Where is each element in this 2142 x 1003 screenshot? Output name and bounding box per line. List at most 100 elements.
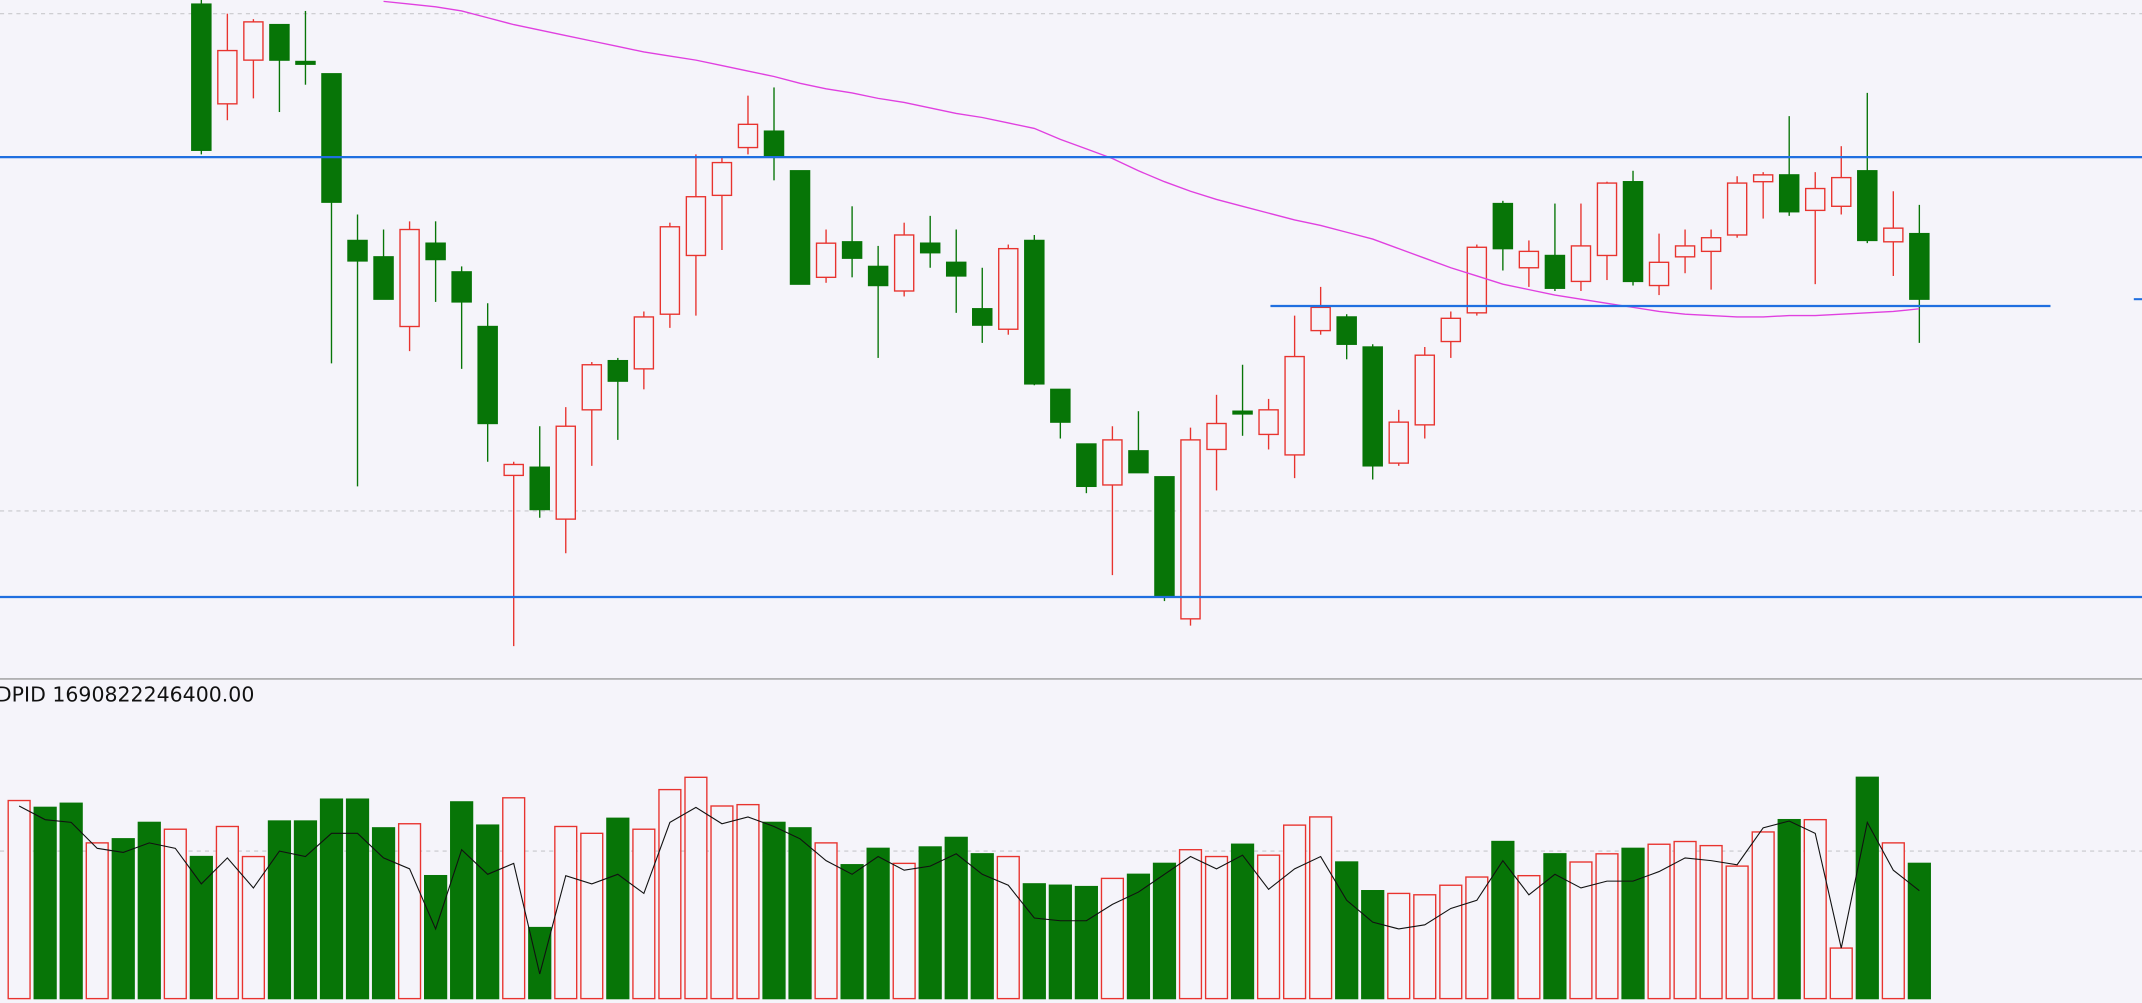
- candle-body: [399, 228, 420, 328]
- volume-bar: [59, 802, 83, 1000]
- volume-bar: [944, 836, 968, 1000]
- volume-bar: [111, 838, 135, 1000]
- candle-body: [1622, 181, 1644, 283]
- volume-bar: [1361, 890, 1385, 1000]
- volume-bar: [33, 806, 57, 1000]
- candle-body: [815, 242, 837, 279]
- candle-body: [1492, 202, 1514, 250]
- candle-body: [659, 226, 681, 315]
- volume-bar: [710, 805, 734, 1000]
- volume-bar: [658, 788, 682, 1000]
- candle-body: [1570, 245, 1592, 283]
- candle-body: [1674, 245, 1696, 258]
- volume-bar: [1595, 853, 1619, 1000]
- volume-bar: [1543, 853, 1567, 1000]
- volume-bar: [762, 821, 786, 1000]
- volume-bar: [1803, 818, 1827, 1000]
- candle-body: [1518, 250, 1540, 269]
- volume-bar: [1439, 884, 1463, 1000]
- volume-bar: [1751, 831, 1775, 1000]
- candle-body: [347, 239, 368, 262]
- volume-bar: [814, 842, 838, 1000]
- candle-body: [1440, 317, 1462, 343]
- volume-bar: [424, 874, 448, 1000]
- candle-body: [763, 130, 785, 157]
- volume-bar: [1673, 840, 1697, 1000]
- candle-body: [503, 463, 524, 477]
- volume-bar: [371, 827, 396, 1000]
- candle-body: [1076, 443, 1097, 488]
- candle-body: [373, 256, 394, 300]
- volume-bar: [267, 820, 292, 1000]
- volume-bar: [85, 842, 109, 1000]
- volume-bar: [1647, 843, 1671, 1000]
- volume-bar: [1335, 861, 1359, 1000]
- volume-bar: [476, 824, 500, 1000]
- candle-body: [1050, 388, 1071, 423]
- volume-bar: [1283, 824, 1307, 1000]
- volume-bar: [319, 798, 344, 1000]
- volume-bar: [580, 832, 604, 1000]
- candle-body: [1804, 187, 1826, 212]
- volume-bar: [1569, 861, 1593, 1000]
- candle-body: [1700, 237, 1722, 253]
- candle-body: [1362, 346, 1383, 467]
- candle-body: [1414, 354, 1436, 426]
- candle-body: [1102, 439, 1123, 486]
- volume-bar: [137, 821, 161, 1000]
- volume-bar: [684, 776, 708, 1000]
- candle-body: [477, 325, 498, 425]
- volume-bar: [1152, 862, 1177, 1000]
- candle-body: [1726, 182, 1748, 236]
- indicator-label: DPID 1690822246400.00: [0, 682, 254, 706]
- candle-body: [1544, 254, 1566, 289]
- candle-body: [191, 3, 212, 151]
- candle-body: [1284, 355, 1305, 456]
- volume-bar: [1022, 883, 1046, 1000]
- candle-body: [1206, 422, 1227, 451]
- volume-bar: [788, 827, 812, 1000]
- volume-bar: [1517, 874, 1541, 1000]
- volume-bar: [397, 823, 422, 1000]
- volume-bar: [241, 855, 266, 1000]
- volume-bar: [1699, 844, 1723, 1000]
- candle-body: [789, 170, 811, 285]
- candle-body: [945, 261, 967, 277]
- volume-bar: [1907, 862, 1931, 1000]
- volume-average: [18, 805, 1920, 975]
- candle-body: [1232, 410, 1253, 415]
- volume-bar: [1413, 894, 1437, 1000]
- candle-body: [841, 241, 863, 259]
- moving-average: [383, 0, 1920, 318]
- volume-bar: [1230, 843, 1255, 1000]
- volume-bar: [1777, 818, 1801, 1000]
- volume-bar: [345, 798, 370, 1000]
- candle-body: [1310, 306, 1331, 332]
- candle-body: [1024, 239, 1045, 385]
- candle-body: [243, 21, 264, 61]
- volume-bar: [736, 803, 760, 1000]
- candle-body: [685, 196, 707, 257]
- volume-bar: [189, 855, 213, 1000]
- volume-bar: [1126, 873, 1151, 1000]
- volume-bar: [1621, 847, 1645, 1000]
- volume-bar: [892, 862, 916, 1000]
- volume-bar: [1725, 865, 1749, 1000]
- volume-bar: [554, 825, 578, 1000]
- volume-bar: [215, 825, 239, 1000]
- candle-body: [1596, 182, 1618, 257]
- candle-body: [1336, 316, 1357, 345]
- candle-body: [607, 359, 629, 382]
- volume-bar: [163, 828, 187, 1000]
- candle-body: [1857, 170, 1878, 242]
- candle-body: [425, 242, 446, 261]
- volume-bar: [1048, 884, 1072, 1000]
- volume-bar: [1256, 854, 1281, 1000]
- candle-body: [1180, 439, 1201, 620]
- volume-bar: [632, 828, 656, 1000]
- candle-body: [321, 73, 342, 203]
- volume-bar: [1100, 877, 1125, 1000]
- volume-bar: [1465, 876, 1489, 1000]
- candle-body: [1752, 174, 1774, 183]
